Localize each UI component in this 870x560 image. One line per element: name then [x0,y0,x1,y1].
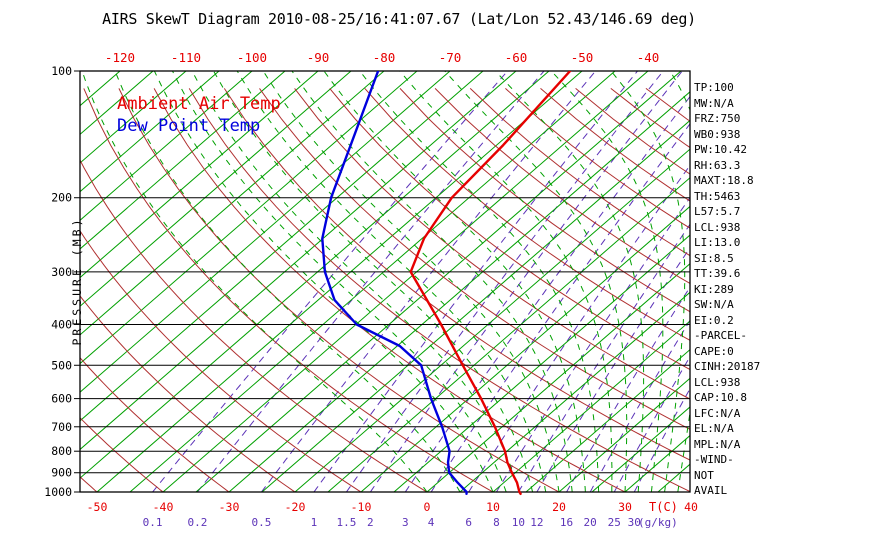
stats-line: RH:63.3 [694,158,741,172]
stats-line: LFC:N/A [694,406,741,420]
mixing-ratio-unit-caption: (g/kg) [638,516,678,529]
pressure-tick-label: 600 [51,392,72,406]
stats-line: CAPE:0 [694,344,734,358]
temp-unit-caption: T(C) [649,500,678,514]
mixing-ratio-tick-label: 25 [608,516,621,529]
stats-line: EL:N/A [694,422,734,435]
moist-adiabat-lines [81,71,690,492]
mixing-ratio-lines [152,71,690,492]
stats-line: SI:8.5 [694,251,734,265]
stats-line: TP:100 [694,81,734,94]
temperature-trace [409,71,572,495]
stats-line: LCL:938 [694,375,741,389]
top-temp-tick-label: -90 [307,50,330,65]
bottom-temp-tick-label: -20 [285,500,306,514]
pressure-axis-label: PRESSURE (MB) [70,216,84,346]
pressure-tick-label: 900 [51,466,72,480]
mixing-ratio-tick-label: 10 [512,516,525,529]
stats-line: CINH:20187 [694,360,761,373]
stats-line: AVAIL [694,484,728,497]
stats-line: MAXT:18.8 [694,174,754,187]
bottom-temp-tick-label: 10 [486,500,500,514]
mixing-ratio-tick-label: 8 [493,516,500,529]
mixing-ratio-tick-label: 20 [584,516,597,529]
mixing-ratio-tick-label: 6 [465,516,472,529]
top-temp-tick-label: -80 [373,50,396,65]
stats-line: LCL:938 [694,220,741,234]
plot-frame [79,70,691,493]
mixing-ratio-tick-label: 16 [560,516,573,529]
stats-line: -WIND- [694,453,734,466]
dry-adiabat-lines [80,87,690,492]
top-temp-tick-label: -40 [637,50,660,65]
pressure-tick-label: 200 [51,191,72,205]
bottom-temp-tick-label: -40 [153,500,174,514]
top-temp-tick-label: -50 [571,50,594,65]
mixing-ratio-tick-label: 30 [628,516,641,529]
mixing-ratio-tick-label: 3 [402,516,409,529]
stats-line: L57:5.7 [694,205,741,218]
stats-line: TT:39.6 [694,267,741,280]
stats-line: SW:N/A [694,298,734,311]
stats-line: TH:5463 [694,189,741,203]
stats-line: PW:10.42 [694,143,747,156]
top-temp-tick-label: -60 [505,50,528,65]
bottom-temp-tick-label: 40 [684,500,698,514]
pressure-tick-label: 700 [51,420,72,434]
bottom-temp-tick-label: 0 [424,500,431,514]
stats-line: WB0:938 [694,127,741,141]
mixing-ratio-tick-label: 0.2 [187,516,207,529]
top-temp-tick-label: -70 [439,50,462,65]
mixing-ratio-tick-label: 2 [367,516,374,529]
stats-line: EI:0.2 [694,313,734,327]
bottom-temp-tick-label: 30 [618,500,632,514]
stats-line: LI:13.0 [694,236,741,249]
bottom-temp-tick-label: -10 [351,500,372,514]
legend-ambient-air-temp: Ambient Air Temp [117,94,281,114]
stats-line: FRZ:750 [694,112,741,125]
stats-panel: TP:100 MW:N/A FRZ:750 WB0:938 PW:10.42 RH:63.… [694,80,760,499]
stats-line: -PARCEL- [694,329,747,342]
stats-line: CAP:10.8 [694,391,747,404]
mixing-ratio-tick-label: 12 [530,516,543,529]
mixing-ratio-tick-label: 0.5 [252,516,272,529]
stats-line: MW:N/A [694,96,734,110]
stats-line: NOT [694,468,714,482]
bottom-temp-tick-label: -50 [87,500,108,514]
pressure-tick-label: 800 [51,444,72,458]
mixing-ratio-tick-label: 0.1 [143,516,163,529]
axis-tick-labels: -120 -110 -100 -90 -80 -70 -60 -50 -401002003004… [44,50,698,529]
pressure-tick-label: 300 [51,265,72,279]
sounding-traces [321,71,572,495]
stats-line: MPL:N/A [694,437,741,451]
mixing-ratio-tick-label: 1 [311,516,318,529]
legend-dew-point-temp: Dew Point Temp [117,116,261,136]
top-temp-tick-label: -120 [105,50,135,65]
mixing-ratio-tick-label: 4 [428,516,435,529]
bottom-temp-tick-label: 20 [552,500,566,514]
top-temp-tick-label: -110 [171,50,201,65]
pressure-tick-label: 400 [51,317,72,331]
bottom-temp-tick-label: -30 [219,500,240,514]
dewpoint-trace [321,71,468,495]
chart-title: AIRS SkewT Diagram 2010-08-25/16:41:07.6… [102,10,696,28]
mixing-ratio-tick-label: 1.5 [337,516,357,529]
pressure-tick-label: 1000 [44,485,72,499]
pressure-tick-label: 100 [51,64,72,78]
top-temp-tick-label: -100 [237,50,267,65]
stats-line: KI:289 [694,282,734,296]
pressure-tick-label: 500 [51,358,72,372]
